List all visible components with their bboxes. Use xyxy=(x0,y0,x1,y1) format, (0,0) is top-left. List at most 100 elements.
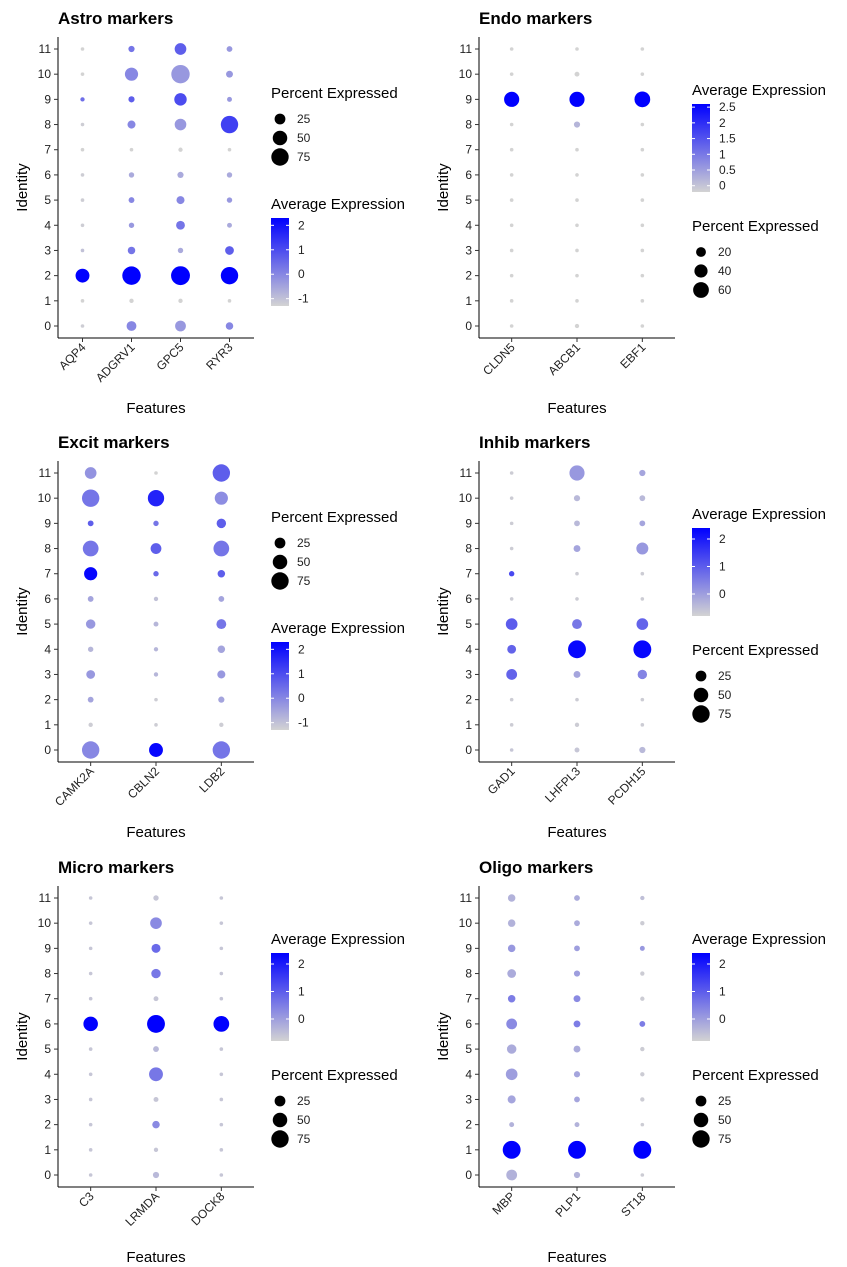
y-tick-label: 0 xyxy=(44,743,51,757)
dot-lrmda-9 xyxy=(151,943,161,953)
dot-cldn5-6 xyxy=(509,173,514,177)
dot-dock8-6 xyxy=(213,1016,230,1032)
dot-aqp4-2 xyxy=(75,268,90,283)
color-legend-label: 1 xyxy=(719,560,726,574)
dot-st18-9 xyxy=(639,945,645,951)
y-tick-label: 7 xyxy=(44,143,51,157)
dot-cbln2-7 xyxy=(153,571,159,577)
dot-adgrv1-11 xyxy=(128,45,135,53)
color-legend-label: 0 xyxy=(298,267,305,281)
panel-title: Micro markers xyxy=(58,858,174,877)
dot-abcb1-0 xyxy=(574,323,580,329)
dot-mbp-8 xyxy=(507,969,517,978)
size-legend-title: Percent Expressed xyxy=(692,642,819,659)
y-tick-label: 6 xyxy=(44,168,51,182)
dot-adgrv1-5 xyxy=(128,197,135,204)
dot-gad1-6 xyxy=(509,597,514,601)
dot-lrmda-1 xyxy=(153,1147,159,1152)
dot-gpc5-10 xyxy=(171,64,190,84)
color-legend-bar xyxy=(692,953,710,1041)
dot-dock8-9 xyxy=(219,946,224,951)
dot-st18-6 xyxy=(639,1020,646,1027)
y-tick-label: 1 xyxy=(465,1143,472,1157)
y-tick-label: 10 xyxy=(38,67,52,81)
dot-dock8-1 xyxy=(219,1148,224,1152)
x-tick-label: GPC5 xyxy=(154,340,187,373)
dot-ryr3-10 xyxy=(226,70,233,78)
dot-aqp4-11 xyxy=(80,47,85,51)
dot-pcdh15-11 xyxy=(639,469,646,477)
size-legend-title: Percent Expressed xyxy=(692,218,819,235)
y-tick-label: 3 xyxy=(44,1092,51,1106)
dot-adgrv1-8 xyxy=(127,120,136,129)
color-legend-label: 2 xyxy=(719,532,726,546)
dot-gpc5-4 xyxy=(176,220,185,230)
size-legend-label: 75 xyxy=(297,574,311,588)
dot-ebf1-5 xyxy=(640,198,645,202)
dot-cldn5-2 xyxy=(509,273,514,278)
x-tick-label: C3 xyxy=(76,1189,97,1210)
y-tick-label: 6 xyxy=(465,1017,472,1031)
dot-ebf1-2 xyxy=(640,273,645,278)
color-legend-title: Average Expression xyxy=(692,82,826,99)
dot-gad1-10 xyxy=(509,496,514,500)
dot-mbp-5 xyxy=(506,1044,517,1054)
dot-adgrv1-1 xyxy=(129,298,134,303)
dot-dock8-11 xyxy=(219,896,224,900)
dot-ebf1-10 xyxy=(640,72,645,76)
color-legend-label: 2 xyxy=(719,116,726,130)
dot-abcb1-2 xyxy=(575,273,579,278)
dot-plp1-11 xyxy=(574,895,580,901)
dot-cbln2-10 xyxy=(147,490,165,507)
color-legend-label: 0.5 xyxy=(719,163,736,177)
dot-ldb2-3 xyxy=(217,670,226,679)
color-legend-label: -1 xyxy=(298,292,309,306)
dot-camk2a-11 xyxy=(84,467,97,479)
y-tick-label: 6 xyxy=(465,168,472,182)
dot-plp1-9 xyxy=(574,945,580,952)
size-legend-title: Percent Expressed xyxy=(271,509,398,526)
dot-aqp4-3 xyxy=(80,248,85,253)
dot-ryr3-11 xyxy=(226,46,233,52)
dot-gpc5-1 xyxy=(178,298,183,303)
y-tick-label: 7 xyxy=(465,567,472,581)
dot-adgrv1-10 xyxy=(124,67,139,81)
y-axis-title: Identity xyxy=(435,163,452,212)
dot-pcdh15-8 xyxy=(636,542,649,555)
y-tick-label: 11 xyxy=(39,891,52,905)
dot-cbln2-1 xyxy=(154,723,158,727)
color-legend-bar xyxy=(271,642,289,730)
dot-st18-8 xyxy=(640,971,645,976)
y-tick-label: 1 xyxy=(44,294,51,308)
dot-pcdh15-4 xyxy=(633,640,652,659)
size-legend-dot xyxy=(272,130,288,146)
dot-plp1-6 xyxy=(573,1020,581,1028)
dot-camk2a-9 xyxy=(87,520,94,527)
dot-gad1-3 xyxy=(506,669,518,680)
x-tick-label: PLP1 xyxy=(552,1189,583,1220)
dot-cldn5-7 xyxy=(509,147,514,152)
dot-ldb2-10 xyxy=(214,491,228,505)
color-legend-label: 1 xyxy=(298,243,305,257)
dot-gad1-8 xyxy=(509,546,514,551)
y-tick-label: 5 xyxy=(465,617,472,631)
dot-cbln2-9 xyxy=(153,520,159,527)
color-legend-label: 0 xyxy=(719,587,726,601)
dot-aqp4-9 xyxy=(80,97,85,102)
size-legend-dot xyxy=(693,282,709,298)
dot-lrmda-8 xyxy=(151,968,161,979)
dot-c3-3 xyxy=(88,1097,93,1102)
dot-gad1-2 xyxy=(509,697,514,702)
size-legend-dot xyxy=(271,1130,289,1148)
panel-title: Astro markers xyxy=(58,9,173,28)
size-legend-dot xyxy=(274,113,286,125)
panel-title: Inhib markers xyxy=(479,433,591,452)
dot-dock8-0 xyxy=(219,1173,224,1177)
x-axis-title: Features xyxy=(547,400,606,417)
y-axis-title: Identity xyxy=(14,587,31,636)
color-legend-label: 0 xyxy=(298,1012,305,1026)
dot-ldb2-11 xyxy=(212,464,231,482)
dot-cldn5-4 xyxy=(509,223,514,228)
dot-cldn5-3 xyxy=(509,248,514,253)
